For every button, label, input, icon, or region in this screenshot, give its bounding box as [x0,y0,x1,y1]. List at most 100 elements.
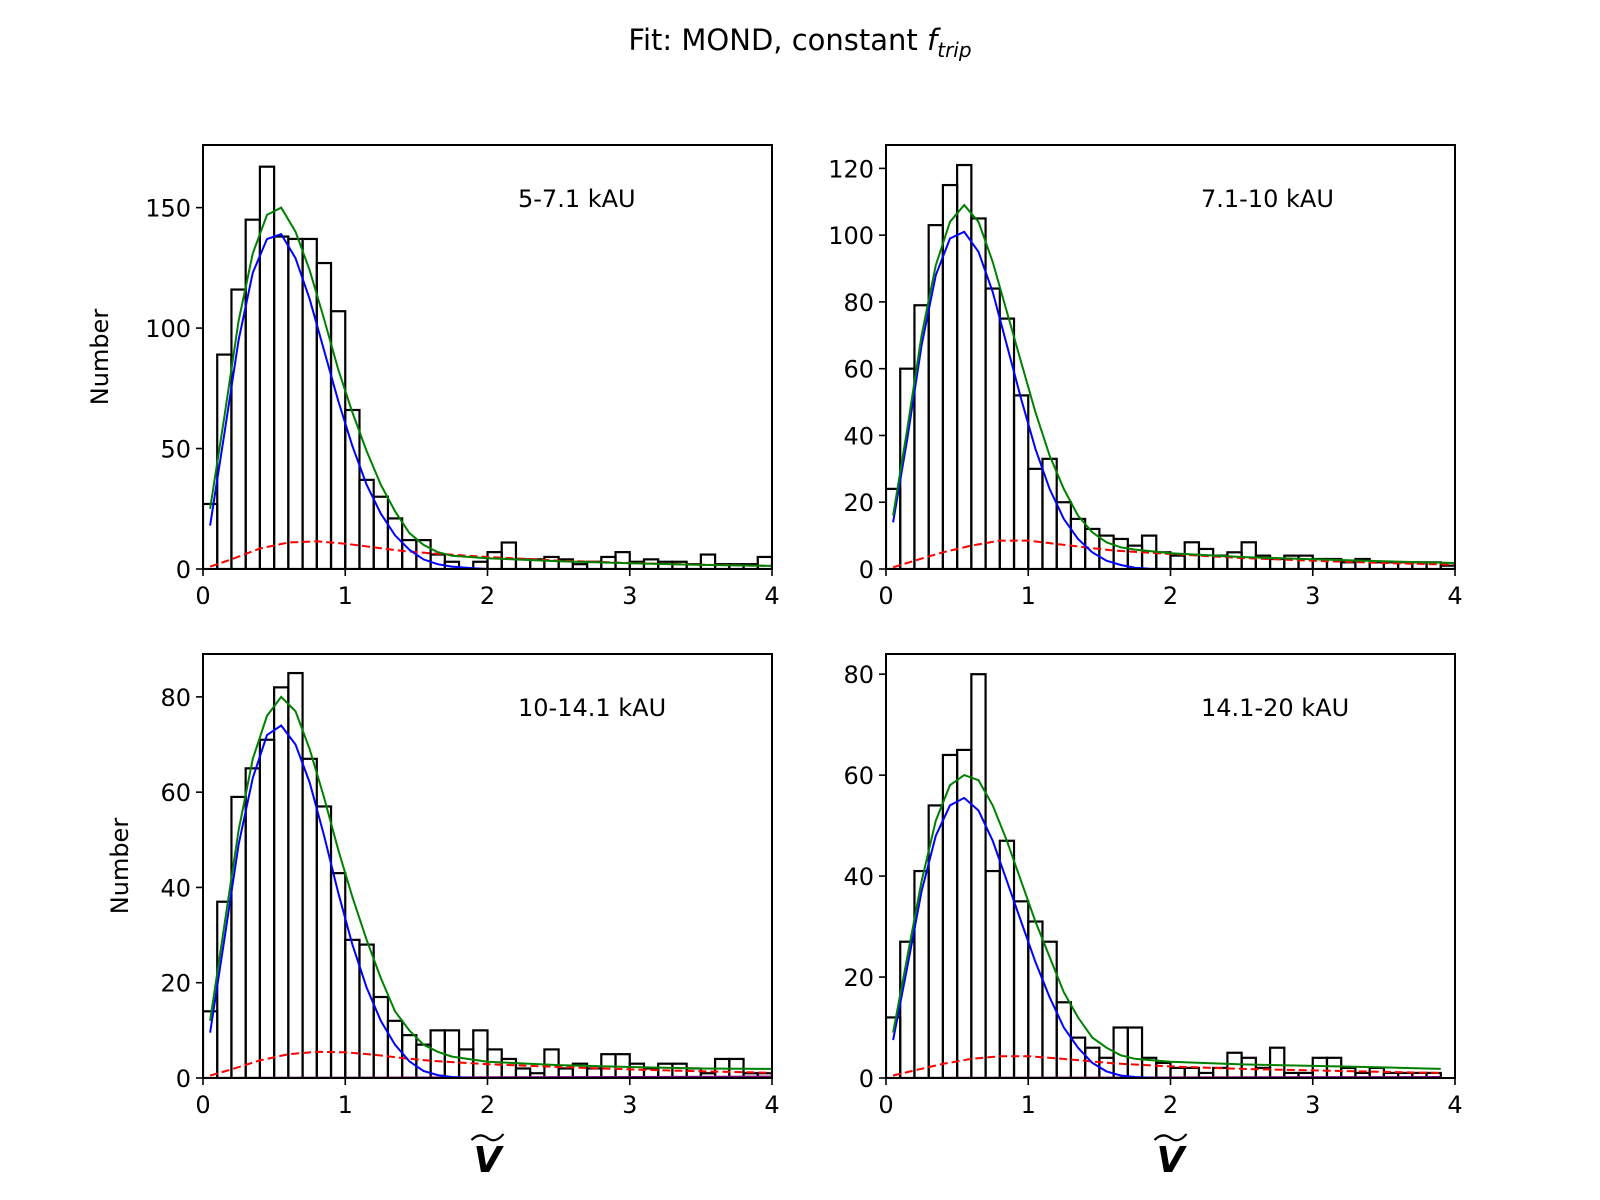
histogram-bar [273,235,290,569]
y-tick-label: 20 [843,964,874,992]
bound-fit-line [892,796,1157,1078]
total-fit-line [892,773,1441,1070]
panel-label: 5-7.1 kAU [518,185,636,213]
histogram-bar [1055,1001,1073,1078]
y-tick-label: 0 [859,1065,874,1093]
figure-title: Fit: MOND, constant ftrip [628,23,971,62]
y-tick-label: 100 [145,315,191,343]
y-tick-label: 40 [843,422,874,450]
background-fit-line [892,1055,1441,1077]
histogram-bar [244,767,262,1078]
x-tick-label: 0 [195,1091,210,1119]
x-axis-label: V [474,1140,505,1181]
y-tick-label: 120 [828,155,874,183]
histogram-bar [984,869,1001,1078]
histogram-bar [984,287,1001,569]
histogram-bar [941,183,959,569]
background-fit-line [209,1050,772,1077]
x-tick-label: 0 [878,1091,893,1119]
histogram-bar [1126,1026,1144,1078]
y-tick-label: 80 [843,289,874,317]
histogram-bar [329,872,347,1078]
histogram-bar [1169,554,1186,569]
histogram-bar [543,555,560,569]
histogram-bar [472,1029,489,1078]
y-tick-label: 60 [160,779,191,807]
x-tick-label: 2 [1163,582,1178,610]
histogram-bar [970,673,987,1078]
histogram-bar [1340,561,1357,569]
x-tick-label: 1 [1021,1091,1036,1119]
x-tick-label: 4 [1447,582,1462,610]
histogram-bar [287,671,304,1078]
y-tick-label: 40 [160,874,191,902]
y-tick-label: 80 [843,661,874,689]
plot-area [886,163,1455,569]
x-tick-label: 4 [764,582,779,610]
x-tick-label: 2 [480,582,495,610]
y-tick-label: 100 [828,222,874,250]
histogram-bar [913,869,930,1078]
x-tick-label: 1 [338,1091,353,1119]
histogram-bar [1055,501,1073,569]
histogram-bar [1240,1056,1257,1078]
histogram-bar [699,553,717,569]
histogram-bar [372,495,390,569]
histogram-bar [970,217,987,569]
histogram-bar [315,261,333,569]
histogram-bar [1268,557,1286,569]
x-tick-label: 4 [1447,1091,1462,1119]
y-tick-label: 20 [160,970,191,998]
x-axis-tilde [470,1133,505,1142]
x-tick-label: 1 [338,582,353,610]
x-axis-label: V [1157,1140,1188,1181]
histogram-bar [1226,551,1243,569]
y-tick-label: 20 [843,489,874,517]
histogram-bar [998,839,1016,1078]
figure-title-main: Fit: MOND, constant [628,23,927,57]
panel-label: 10-14.1 kAU [518,694,666,722]
histogram-bar [230,795,247,1078]
histogram-bar [1240,541,1257,569]
histogram-bar [315,805,333,1078]
y-tick-label: 0 [859,556,874,584]
figure-title-subscript: trip [937,38,971,62]
histogram-bar [287,237,304,569]
y-tick-label: 150 [145,195,191,223]
histogram-bar [1226,1051,1243,1078]
bound-fit-line [892,230,1171,569]
y-tick-label: 80 [160,684,191,712]
x-tick-label: 1 [1021,582,1036,610]
histogram-bar [614,551,631,569]
y-tick-label: 50 [160,436,191,464]
x-tick-label: 3 [1305,1091,1320,1119]
y-tick-label: 60 [843,356,874,384]
histogram-bar [1098,534,1115,569]
histogram-bar [203,1010,219,1078]
histogram-bar [1027,467,1044,569]
x-axis-tilde [1153,1133,1188,1142]
x-tick-label: 0 [878,582,893,610]
y-axis-label: Number [106,818,134,915]
x-tick-label: 3 [622,582,637,610]
x-tick-label: 2 [480,1091,495,1119]
histogram-bar [1012,394,1030,569]
histogram-bar [301,757,318,1078]
histogram-bar [956,163,973,569]
histogram-bar [1439,564,1455,569]
y-tick-label: 0 [176,1065,191,1093]
histogram-bar [886,487,902,569]
x-tick-label: 2 [1163,1091,1178,1119]
histogram-bar [1012,900,1030,1078]
bound-fit-line [209,724,474,1078]
histogram-bar [927,804,944,1078]
total-fit-line [209,695,772,1070]
histogram-bar [500,541,518,569]
histogram-bar [230,288,247,569]
y-tick-label: 60 [843,762,874,790]
panel-1: 0 1 2 3 4 0 50 100 150 5-7.1 kAU Number [86,144,780,610]
histogram-bar [1311,1056,1329,1078]
y-axis-label: Number [86,309,114,406]
